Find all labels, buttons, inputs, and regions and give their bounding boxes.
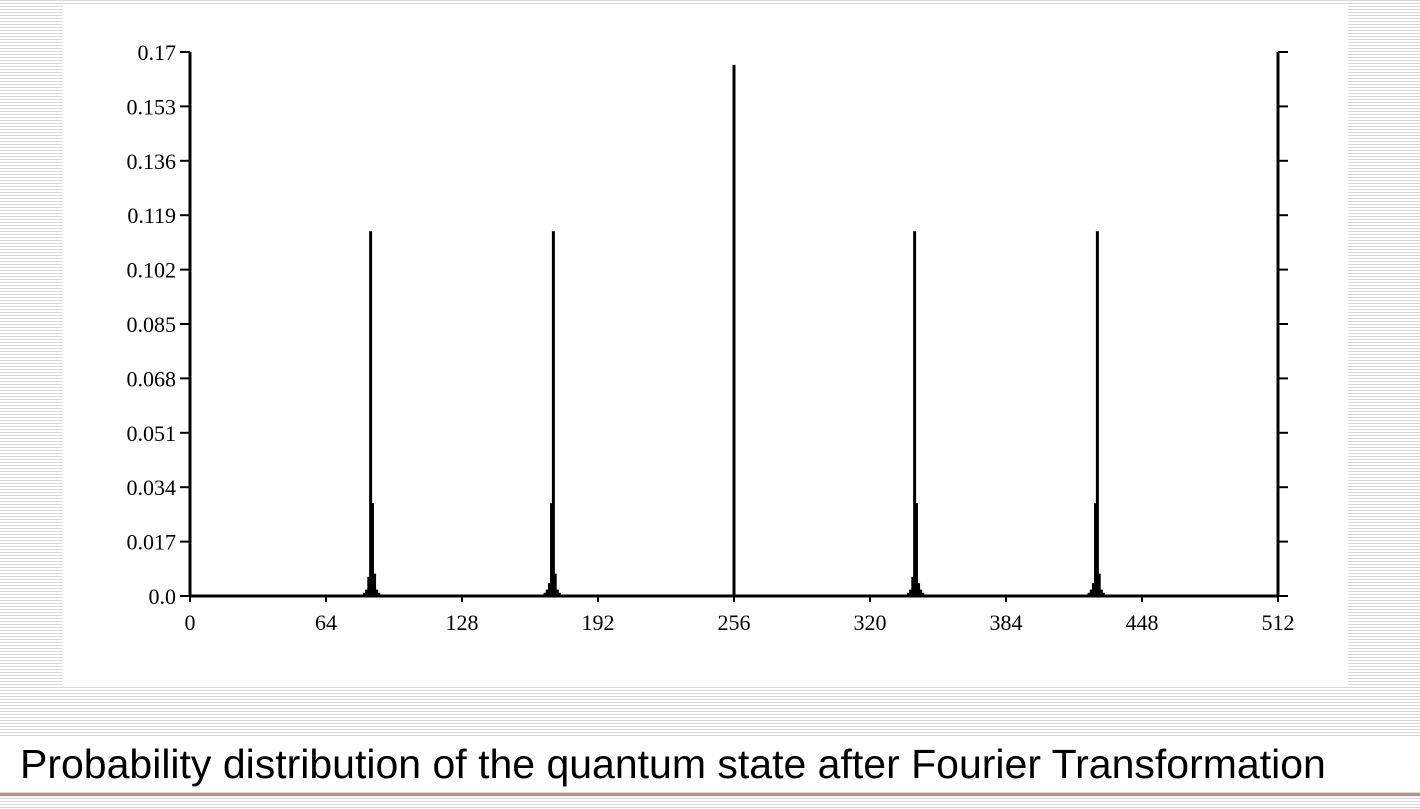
caption-bar [0,738,1420,790]
side-lobe-bar [545,589,549,596]
side-lobe-bar [1087,592,1091,596]
side-lobe-bar [915,503,918,596]
peak-bar [732,64,736,597]
side-lobe-bar [554,573,557,596]
peak-bar [369,231,373,596]
side-lobe-bar [373,573,377,596]
y-tick-label: 0.034 [127,475,177,500]
side-lobe-bar [543,592,547,596]
side-lobe-bar [550,503,553,596]
y-tick-label: 0.051 [127,421,177,446]
y-tick-label: 0.0 [149,584,177,609]
x-tick-label: 192 [582,610,615,635]
side-lobe-bar [556,589,559,596]
slide-caption: Probability distribution of the quantum … [20,741,1326,787]
side-lobe-bar [1089,589,1093,596]
plot-panel: 0.0 0.017 0.034 0.051 0.068 0.085 0.102 0.119 0.… [63,5,1348,685]
side-lobe-bar [377,592,381,596]
side-lobe-bar [919,589,923,596]
x-tick-label: 448 [1126,610,1159,635]
y-tick-label: 0.017 [127,530,177,555]
side-lobe-bar [1100,589,1103,596]
side-lobe-bar [909,589,912,596]
side-lobe-bar [907,592,910,596]
peak-bar [551,231,555,596]
x-tick-label: 384 [990,610,1023,635]
footer-rule [0,793,1420,796]
side-lobe-bar [367,576,370,596]
side-lobe-bar [375,589,379,596]
side-lobe-bar [911,576,914,596]
side-lobe-bar [363,592,366,596]
y-tick-label: 0.102 [127,258,177,283]
side-lobe-bar [1102,592,1105,596]
side-lobe-bar [917,583,921,596]
x-tick-label: 64 [315,610,337,635]
x-tick-label: 512 [1262,610,1295,635]
y-tick-label: 0.153 [127,94,177,119]
x-tick-label: 320 [854,610,887,635]
side-lobe-bar [558,592,561,596]
side-lobe-bar [921,592,925,596]
y-tick-label: 0.085 [127,312,177,337]
chart-marks [363,64,1105,597]
side-lobe-bar [1091,583,1095,596]
y-tick-label: 0.17 [138,40,177,65]
x-tick-label: 256 [718,610,751,635]
side-lobe-bar [547,583,551,596]
side-lobe-bar [365,589,368,596]
side-lobe-bar [371,503,374,596]
peak-bar [1095,231,1099,596]
x-tick-label: 128 [446,610,479,635]
side-lobe-bar [1094,503,1097,596]
y-tick-label: 0.119 [127,203,176,228]
y-tick-label: 0.136 [127,149,177,174]
y-tick-label: 0.068 [127,366,177,391]
probability-chart: 0.0 0.017 0.034 0.051 0.068 0.085 0.102 0.119 0.… [127,40,1295,635]
x-tick-label: 0 [185,610,196,635]
side-lobe-bar [1098,573,1101,596]
peak-bar [913,231,917,596]
chart-tick-labels: 0.0 0.017 0.034 0.051 0.068 0.085 0.102 0.119 0.… [127,40,1295,635]
